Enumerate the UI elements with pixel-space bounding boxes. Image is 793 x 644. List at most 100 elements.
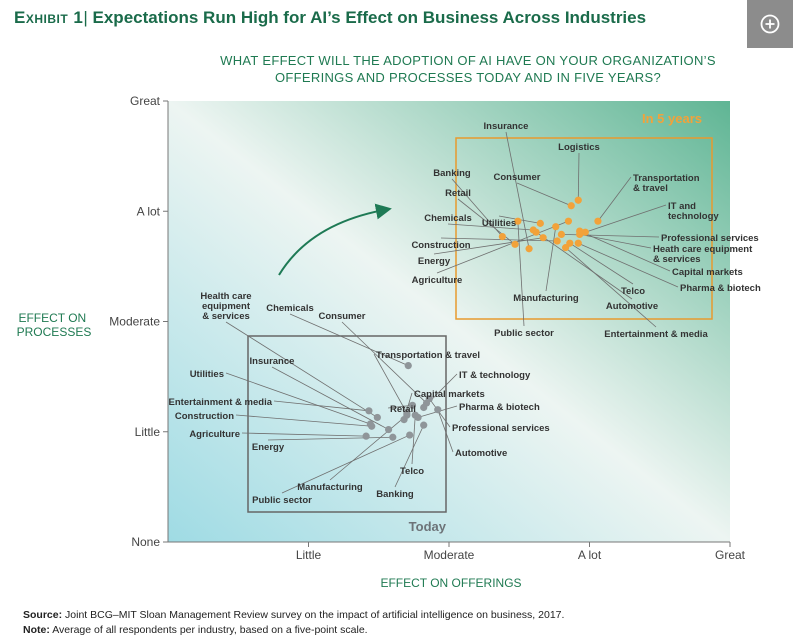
point-label-line: Energy: [252, 442, 285, 453]
point-label-future-capital-markets: Capital markets: [672, 267, 743, 278]
point-label-line: Chemicals: [424, 213, 472, 224]
leader-line-future-entertainment-and-media: [565, 247, 657, 328]
plus-circle-icon: [760, 14, 780, 34]
point-label-future-retail: Retail: [445, 188, 471, 199]
point-label-line: & travel: [633, 183, 668, 194]
data-point-today-it-and-technology: [420, 403, 428, 412]
source-label: Source:: [23, 609, 63, 621]
point-label-line: equipment: [202, 301, 251, 312]
exhibit-number: Exhibit 1: [14, 8, 84, 27]
point-label-today-construction: Construction: [175, 411, 234, 422]
point-label-today-insurance: Insurance: [250, 356, 295, 367]
point-label-line: Public sector: [252, 495, 312, 506]
data-point-future-it-and-technology: [581, 228, 589, 236]
point-label-line: Banking: [433, 168, 471, 179]
point-label-line: Capital markets: [672, 267, 743, 278]
point-label-future-public-sector: Public sector: [494, 328, 554, 339]
point-label-future-banking: Banking: [433, 168, 471, 179]
data-point-future-pharma-and-biotech: [574, 239, 582, 247]
y-axis-title-line-2: PROCESSES: [17, 325, 92, 339]
leader-line-future-public-sector: [517, 221, 525, 327]
leader-line-future-agriculture: [436, 220, 569, 274]
point-label-line: Telco: [621, 286, 645, 297]
point-label-future-telco: Telco: [621, 286, 645, 297]
plot-area: [168, 101, 730, 542]
x-tick-label-great: Great: [715, 548, 746, 562]
point-label-line: Insurance: [250, 356, 295, 367]
leader-line-future-it-and-technology: [585, 204, 667, 233]
chart-question: WHAT EFFECT WILL THE ADOPTION OF AI HAVE…: [168, 52, 768, 86]
point-label-line: technology: [668, 211, 719, 222]
point-label-line: Agriculture: [189, 429, 240, 440]
source-text: Joint BCG–MIT Sloan Management Review su…: [65, 609, 565, 621]
x-axis-title: EFFECT ON OFFERINGS: [380, 576, 521, 590]
data-point-future-manufacturing: [552, 223, 560, 231]
leader-line-today-agriculture: [241, 432, 367, 437]
point-label-line: Banking: [376, 489, 414, 500]
data-point-future-public-sector: [514, 217, 522, 225]
point-label-line: Professional services: [661, 233, 759, 244]
data-point-future-capital-markets: [576, 227, 584, 235]
point-label-today-public-sector: Public sector: [252, 495, 312, 506]
point-label-today-consumer: Consumer: [319, 311, 366, 322]
point-label-line: Retail: [390, 404, 416, 415]
point-label-future-utilities: Utilities: [482, 218, 516, 229]
data-point-today-pharma-and-biotech: [414, 413, 422, 422]
data-point-today-automotive: [434, 406, 442, 414]
x-tick-label-moderate: Moderate: [424, 548, 475, 562]
point-label-line: Utilities: [190, 369, 224, 380]
data-point-future-agriculture: [564, 217, 573, 225]
scatter-chart: Little Moderate A lot Great None Little Modera…: [17, 94, 761, 590]
point-label-future-consumer: Consumer: [494, 172, 541, 183]
expand-button[interactable]: [747, 0, 793, 48]
point-label-line: IT & technology: [459, 370, 531, 381]
point-label-line: Retail: [445, 188, 471, 199]
point-label-future-entertainment-and-media: Entertainment & media: [604, 329, 708, 340]
point-label-today-retail: Retail: [390, 404, 416, 415]
leader-line-future-telco: [569, 242, 634, 285]
point-label-future-construction: Construction: [411, 240, 470, 251]
point-label-future-it-and-technology: IT and technology: [668, 201, 719, 222]
data-point-future-energy: [539, 234, 547, 242]
data-point-future-automotive: [532, 228, 540, 236]
scale-note: Note: Average of all respondents per ind…: [23, 624, 368, 636]
point-label-line: Heath care equipment: [653, 244, 753, 255]
point-label-today-automotive: Automotive: [455, 448, 507, 459]
data-point-today-chemicals: [404, 362, 412, 370]
future-box-label: In 5 years: [642, 111, 702, 126]
leader-line-today-banking: [394, 424, 425, 488]
data-point-future-construction: [553, 237, 561, 245]
point-label-line: Professional services: [452, 423, 550, 434]
data-point-future-retail: [511, 240, 519, 248]
today-box: [247, 335, 447, 513]
leader-line-future-capital-markets: [579, 230, 671, 272]
y-tick-label-a-lot: A lot: [137, 204, 161, 218]
point-label-line: & services: [653, 254, 701, 265]
leader-line-today-entertainment-and-media: [273, 400, 369, 412]
point-label-line: Energy: [418, 256, 451, 267]
point-label-today-chemicals: Chemicals: [266, 303, 314, 314]
leader-line-future-consumer: [516, 182, 572, 207]
point-label-today-energy: Energy: [252, 442, 285, 453]
point-label-line: Logistics: [558, 142, 600, 153]
point-label-today-agriculture: Agriculture: [189, 429, 240, 440]
data-point-today-agriculture: [362, 432, 370, 440]
point-label-line: Construction: [175, 411, 234, 422]
leader-line-today-energy: [267, 436, 393, 441]
leader-line-today-transportation-and-travel: [373, 353, 408, 414]
point-label-line: Chemicals: [266, 303, 314, 314]
leader-line-future-energy: [433, 237, 544, 255]
leader-line-future-construction: [440, 237, 558, 242]
data-point-future-insurance: [525, 245, 533, 253]
leader-line-today-automotive: [437, 409, 454, 453]
leader-line-today-professional-services: [429, 398, 451, 428]
point-label-line: Public sector: [494, 328, 554, 339]
data-point-today-health-care-equipment-and-services: [373, 413, 381, 422]
point-label-line: Entertainment & media: [169, 397, 273, 408]
leader-line-today-public-sector: [281, 434, 410, 494]
point-label-today-manufacturing: Manufacturing: [297, 482, 363, 493]
point-label-future-insurance: Insurance: [484, 121, 529, 132]
point-label-future-energy: Energy: [418, 256, 451, 267]
leader-line-today-insurance: [271, 366, 389, 430]
question-line-2: OFFERINGS AND PROCESSES TODAY AND IN FIV…: [275, 70, 661, 85]
